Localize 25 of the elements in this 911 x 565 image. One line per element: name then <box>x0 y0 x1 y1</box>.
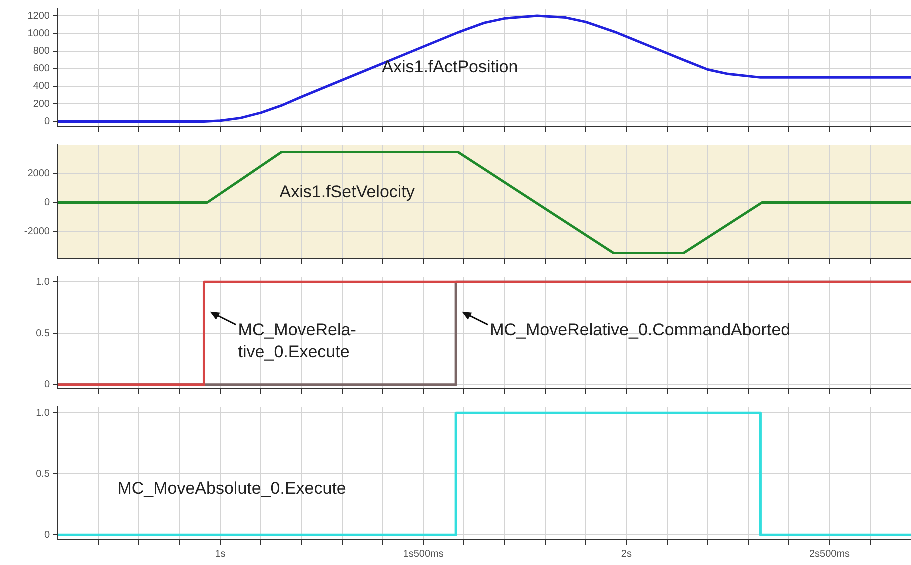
x-tick-label: 1s500ms <box>403 548 444 560</box>
y-tick-label: 0 <box>44 116 50 128</box>
y-tick-label: -2000 <box>24 226 50 238</box>
text: MC_MoveAbsolute_0.Execute <box>118 479 346 498</box>
y-tick-label: 2000 <box>28 168 50 180</box>
series-label: Axis1.fSetVelocity <box>280 182 416 202</box>
series-label: Axis1.fActPosition <box>382 58 518 77</box>
y-tick-label: 600 <box>33 64 50 75</box>
y-tick-label: 800 <box>33 46 50 58</box>
x-tick-label: 2s500ms <box>809 548 850 560</box>
y-tick-label: 0 <box>44 380 50 391</box>
y-tick-label: 1.0 <box>36 276 50 288</box>
y-tick-label: 1000 <box>28 28 50 40</box>
annotation: MC_MoveRelative_0.CommandAborted <box>490 320 791 340</box>
y-tick-label: 0 <box>44 530 50 541</box>
x-tick-label: 2s <box>621 548 632 560</box>
y-tick-label: 400 <box>33 81 50 92</box>
y-tick-label: 0.5 <box>36 468 50 480</box>
x-tick-label: 1s <box>215 548 226 560</box>
annotation: MC_MoveRela- tive_0.Execute <box>238 320 356 362</box>
y-tick-label: 0.5 <box>36 328 50 340</box>
y-tick-label: 1200 <box>28 10 50 22</box>
y-tick-label: 1.0 <box>36 408 50 419</box>
y-tick-label: 0 <box>44 197 50 208</box>
y-tick-label: 200 <box>33 98 50 110</box>
